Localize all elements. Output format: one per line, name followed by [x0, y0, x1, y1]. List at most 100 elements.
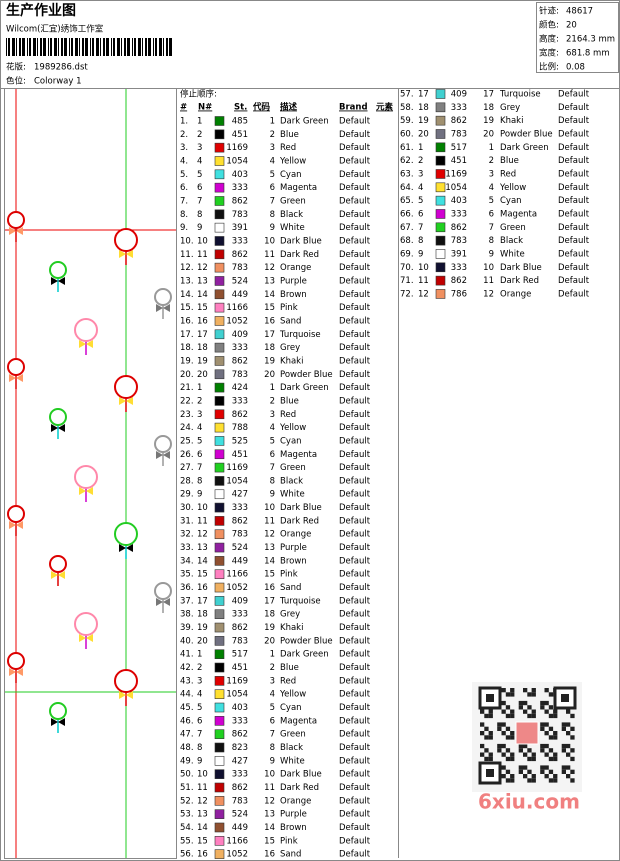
description: Magenta — [280, 183, 317, 193]
needle: 11 — [197, 250, 208, 260]
row-number: 38. — [180, 610, 194, 620]
brand: Default — [558, 209, 590, 219]
qr-cell — [527, 756, 532, 762]
qr-cell — [527, 705, 532, 710]
colorway: Colorway 1 — [34, 77, 82, 87]
description: Powder Blue — [500, 129, 553, 139]
qr-cell — [518, 765, 523, 770]
swatch — [214, 396, 225, 406]
needle: 1 — [197, 383, 202, 393]
code: 3 — [270, 143, 275, 153]
row-number: 1. — [180, 117, 188, 127]
swatch — [214, 209, 225, 220]
swatch — [214, 769, 225, 779]
bar — [71, 38, 73, 56]
description: Orange — [280, 263, 311, 273]
row-number: 8. — [180, 210, 188, 220]
code: 6 — [270, 183, 275, 193]
needle: 11 — [197, 783, 208, 793]
row-number: 15. — [180, 303, 194, 313]
stitches: 823 — [232, 743, 248, 753]
description: Dark Blue — [280, 770, 322, 780]
brand: Default — [339, 703, 371, 713]
bar — [22, 38, 25, 56]
description: Black — [280, 210, 303, 220]
description: Dark Red — [500, 276, 539, 286]
brand: Default — [339, 836, 371, 846]
stitches: 862 — [232, 516, 248, 526]
stitches: 783 — [232, 210, 248, 220]
brand: Default — [558, 156, 590, 166]
qr-cell — [561, 743, 566, 749]
needle: 6 — [197, 183, 202, 193]
row-number: 22. — [180, 396, 194, 406]
needle: 8 — [197, 743, 202, 753]
stitches: 783 — [451, 129, 467, 139]
needle: 4 — [418, 183, 423, 193]
qr-cell — [480, 709, 485, 714]
stitches: 1169 — [226, 676, 248, 686]
description: Green — [500, 223, 526, 233]
qr-cell — [553, 735, 558, 740]
swatch — [214, 169, 225, 180]
row-number: 14. — [180, 290, 194, 300]
needle: 15 — [197, 303, 208, 313]
stitches: 517 — [451, 143, 467, 153]
brand: Default — [339, 530, 371, 540]
description: Turquoise — [499, 90, 541, 100]
stitches: 862 — [232, 783, 248, 793]
code: 2 — [270, 396, 275, 406]
qr-cell — [501, 722, 506, 727]
row-number: 49. — [180, 756, 194, 766]
needle: 16 — [197, 850, 208, 860]
swatch — [214, 596, 225, 606]
stitches: 788 — [232, 423, 248, 433]
needle: 6 — [197, 716, 202, 726]
bow — [119, 250, 133, 258]
code: 10 — [264, 503, 275, 513]
qr-cell — [544, 774, 549, 779]
code: 1 — [489, 143, 494, 153]
qr-cell — [548, 726, 554, 731]
needle: 12 — [197, 796, 208, 806]
row-number: 5. — [180, 170, 188, 180]
brand: Default — [339, 170, 371, 180]
description: Blue — [280, 663, 299, 673]
bar — [90, 38, 91, 56]
code: 8 — [270, 743, 275, 753]
code: 17 — [264, 596, 275, 606]
code: 1 — [270, 117, 275, 127]
brand: Default — [558, 129, 590, 139]
bar — [37, 38, 38, 56]
qr-cell — [523, 743, 528, 749]
brand: Default — [339, 343, 371, 353]
needle: 6 — [197, 450, 202, 460]
brand: Default — [339, 183, 371, 193]
brand: Default — [339, 236, 371, 246]
description: Brown — [280, 556, 307, 566]
needle: 7 — [418, 223, 423, 233]
code: 16 — [264, 316, 275, 326]
brand: Default — [339, 450, 371, 460]
qr-cell — [510, 688, 515, 693]
needle: 11 — [197, 516, 208, 526]
bar — [138, 38, 141, 56]
code: 11 — [264, 783, 275, 793]
row-number: 55. — [180, 836, 194, 846]
row-number: 45. — [180, 703, 194, 713]
bar — [85, 38, 88, 56]
swatch — [214, 462, 225, 473]
brand: Default — [339, 436, 371, 446]
candy — [74, 318, 98, 342]
bow — [79, 487, 93, 495]
stitches: 862 — [232, 196, 248, 206]
brand: Default — [339, 650, 371, 660]
needle: 18 — [197, 343, 208, 353]
bow — [156, 598, 170, 606]
stitches: 524 — [232, 276, 248, 286]
bar — [48, 38, 49, 56]
code: 12 — [483, 289, 494, 299]
description: Dark Green — [500, 143, 549, 153]
bar — [111, 38, 112, 56]
qr-cell — [527, 692, 532, 697]
